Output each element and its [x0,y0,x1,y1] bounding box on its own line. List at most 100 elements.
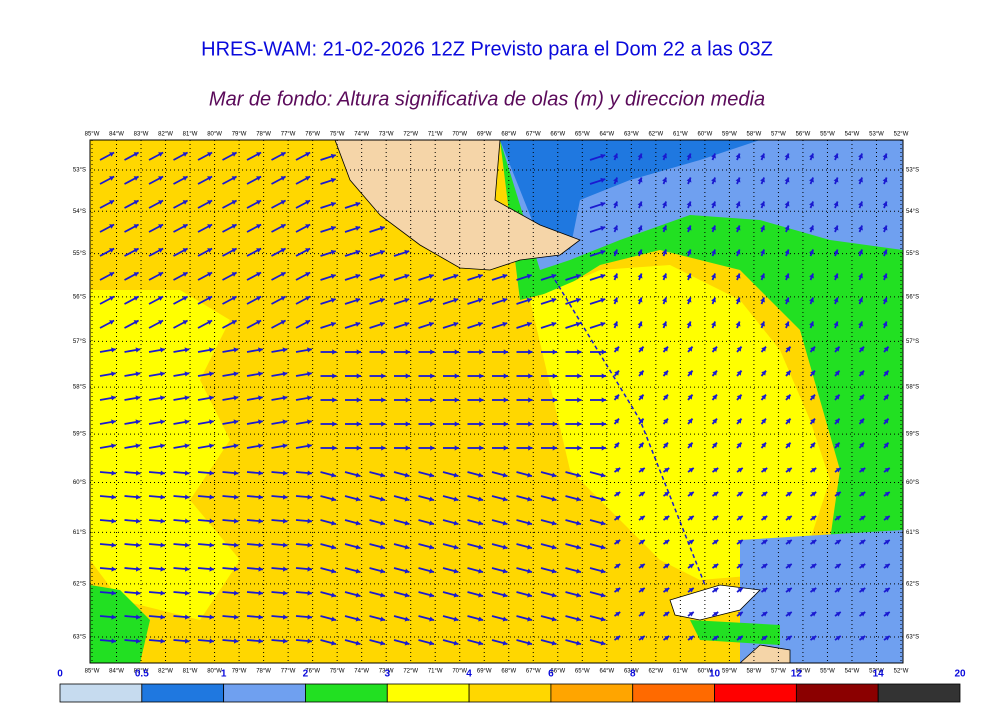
wave-arrow [541,349,557,355]
arrow-head [835,515,841,521]
arrow-head [713,611,719,617]
arrow-head [526,273,532,279]
arrow-head [160,566,165,572]
wave-arrow [809,273,814,281]
arrow-head [735,297,741,303]
lon-label-top: 63°W [624,132,639,138]
arrow-head [135,614,141,620]
arrow-head [478,592,483,598]
arrow-head [528,373,533,379]
arrow-head [737,515,743,521]
arrow-head [664,563,670,569]
arrow-head [615,563,621,569]
wave-arrow [613,177,618,185]
wave-arrow [858,321,863,329]
wave-arrow [833,225,839,233]
lon-label-top: 60°W [698,132,713,138]
lat-label-left: 57°S [73,339,86,345]
arrow-head [737,539,743,545]
arrow-head [576,520,581,526]
arrow-head [835,539,841,545]
arrow-head [233,371,239,377]
lon-label-bottom: 72°W [403,669,418,675]
wave-arrow [491,471,508,478]
arrow-head [133,152,139,157]
wave-arrow [467,543,484,550]
wave-arrow [99,542,117,548]
arrow-head [502,297,508,303]
arrow-head [133,224,139,229]
wave-arrow [418,421,435,427]
arrow-head [551,321,557,327]
wave-arrow [711,611,719,617]
wave-arrow [735,153,741,161]
arrow-head [712,418,717,424]
arrow-head [160,542,165,548]
wave-arrow [246,419,263,425]
arrow-head [280,320,286,325]
wave-arrow [637,225,643,233]
wave-arrow [295,614,313,620]
arrow-head [664,515,670,521]
wave-arrow [662,418,669,425]
wave-arrow [760,587,768,593]
wave-arrow [760,635,768,641]
wave-arrow [246,566,264,572]
wave-arrow [99,614,117,620]
arrow-head [576,568,581,574]
arrow-head [688,515,694,521]
arrow-head [133,320,139,325]
wave-arrow [613,611,621,617]
arrow-head [576,544,581,550]
arrow-head [662,249,667,255]
arrow-head [833,297,839,303]
wave-arrow [711,467,719,473]
arrow-head [577,397,582,403]
wave-arrow [711,370,718,377]
arrow-head [860,467,866,473]
arrow-head [551,616,557,622]
wave-arrow [197,494,215,500]
arrow-head [637,273,643,279]
arrow-head [736,346,742,352]
wave-arrow [418,471,435,478]
arrow-head [614,418,619,424]
arrow-head [356,373,361,379]
wave-arrow [711,491,719,497]
arrow-head [184,566,190,572]
wave-arrow [418,567,435,574]
arrow-head [662,225,667,231]
wave-arrow [222,151,238,161]
arrow-head [380,472,385,478]
wave-arrow [686,297,692,305]
wave-arrow [736,467,744,473]
arrow-head [575,297,581,303]
arrow-head [551,568,557,574]
arrow-head [663,346,668,352]
wave-arrow [589,153,606,161]
arrow-head [713,539,719,545]
wave-arrow [784,321,790,329]
wave-arrow [148,175,164,185]
arrow-head [381,373,386,379]
wave-arrow [369,273,385,281]
arrow-head [207,296,213,301]
lon-label-top: 62°W [648,132,663,138]
arrow-head [639,515,645,521]
wave-arrow [443,349,459,355]
arrow-head [883,370,889,376]
wave-arrow [197,199,213,209]
wave-arrow [613,587,621,593]
wave-arrow [124,371,141,377]
arrow-head [478,472,483,478]
wave-arrow [662,346,669,353]
wave-arrow [173,518,190,524]
wave-arrow [393,321,410,329]
arrow-head [711,225,716,231]
wave-arrow [883,515,891,521]
arrow-head [282,470,288,476]
wave-arrow [418,321,434,329]
arrow-head [330,177,336,183]
wave-arrow [124,223,140,233]
arrow-head [233,590,239,596]
